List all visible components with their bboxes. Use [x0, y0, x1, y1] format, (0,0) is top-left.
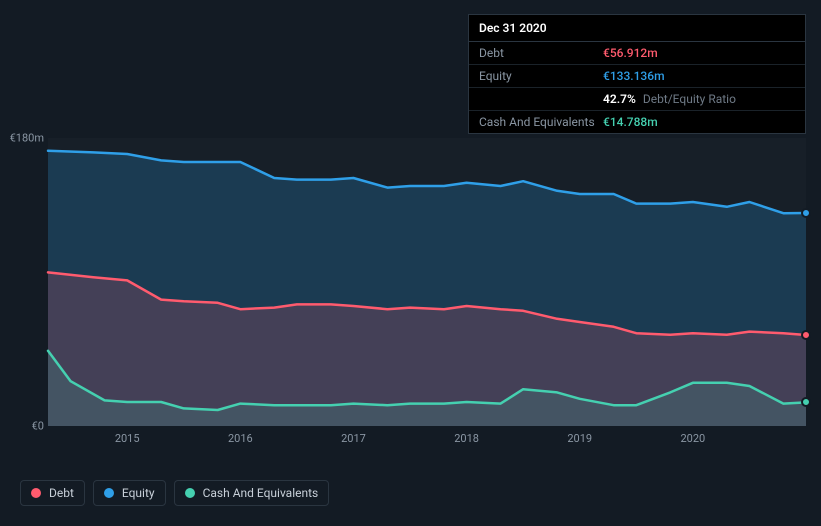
- plot-area[interactable]: [48, 138, 806, 426]
- legend-label: Debt: [49, 486, 74, 500]
- tooltip-date: Dec 31 2020: [469, 15, 805, 42]
- series-end-marker-equity: [801, 208, 811, 218]
- series-end-marker-cash: [801, 397, 811, 407]
- tooltip-label: Debt: [479, 46, 603, 60]
- tooltip-row-equity: Equity €133.136m: [469, 65, 805, 88]
- legend-label: Cash And Equivalents: [203, 486, 319, 500]
- legend-item-equity[interactable]: Equity: [93, 480, 166, 506]
- legend-swatch: [185, 488, 195, 498]
- x-tick-label: 2020: [680, 432, 705, 445]
- x-tick-label: 2015: [115, 432, 140, 445]
- legend-item-debt[interactable]: Debt: [20, 480, 85, 506]
- tooltip-label: Equity: [479, 69, 603, 83]
- x-tick-label: 2019: [567, 432, 592, 445]
- x-tick-label: 2017: [341, 432, 366, 445]
- financial-chart: €180m €0 2015 2016 2017 2018 2019 2020: [0, 120, 821, 460]
- y-tick-label: €0: [32, 420, 44, 433]
- chart-legend: Debt Equity Cash And Equivalents: [20, 480, 329, 506]
- tooltip-row-ratio: 42.7% Debt/Equity Ratio: [469, 88, 805, 111]
- y-tick-label: €180m: [10, 132, 44, 145]
- x-tick-label: 2016: [228, 432, 253, 445]
- legend-label: Equity: [122, 486, 155, 500]
- tooltip-value: €56.912m: [603, 46, 658, 60]
- legend-swatch: [31, 488, 41, 498]
- tooltip-value: €133.136m: [603, 69, 665, 83]
- tooltip-label: [479, 92, 603, 106]
- chart-tooltip: Dec 31 2020 Debt €56.912m Equity €133.13…: [468, 14, 806, 134]
- tooltip-row-debt: Debt €56.912m: [469, 42, 805, 65]
- x-tick-label: 2018: [454, 432, 479, 445]
- legend-item-cash[interactable]: Cash And Equivalents: [174, 480, 330, 506]
- legend-swatch: [104, 488, 114, 498]
- tooltip-ratio: 42.7% Debt/Equity Ratio: [603, 92, 736, 106]
- series-end-marker-debt: [801, 330, 811, 340]
